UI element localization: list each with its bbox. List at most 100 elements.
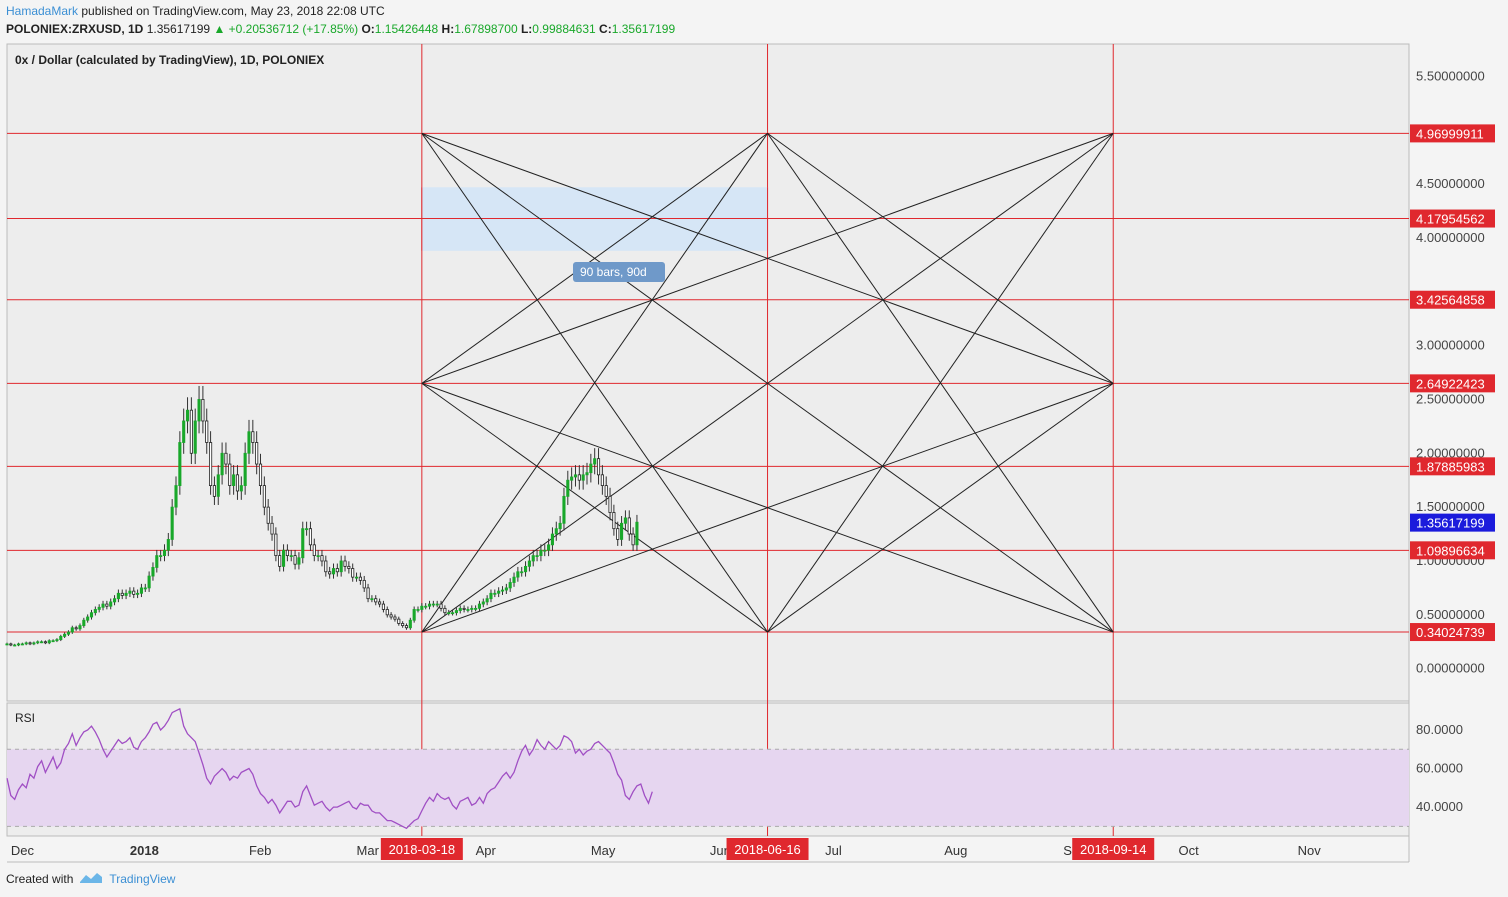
candle-body: [370, 598, 374, 601]
candle-body: [627, 517, 631, 535]
level-price-badge: [1410, 209, 1495, 228]
rsi-tick-label: 40.0000: [1416, 799, 1463, 814]
y-tick-label: 1.50000000: [1416, 499, 1485, 514]
rsi-tick-label: 60.0000: [1416, 761, 1463, 776]
x-tick-label: Nov: [1298, 843, 1322, 858]
candle-body: [420, 605, 424, 610]
candle-body: [212, 485, 216, 497]
candle-body: [523, 565, 528, 573]
open-label: O:: [361, 22, 375, 36]
x-date-badge: [380, 838, 463, 860]
candle-body: [454, 610, 458, 614]
author-link[interactable]: HamadaMark: [6, 4, 79, 18]
candle-body: [312, 544, 316, 556]
level-price-label: 1.09896634: [1416, 543, 1485, 558]
candle-body: [289, 555, 293, 557]
candle-body: [558, 522, 562, 530]
publish-info: HamadaMark published on TradingView.com,…: [6, 4, 385, 18]
candle-body: [596, 458, 601, 476]
candle-body: [608, 495, 612, 513]
level-price-label: 4.17954562: [1416, 212, 1485, 227]
candle-body: [278, 555, 282, 567]
candle-body: [416, 609, 420, 611]
gann-line: [767, 133, 1114, 633]
candle-body: [381, 603, 385, 610]
x-date-label: 2018-06-16: [734, 842, 801, 857]
rsi-band: [7, 749, 1409, 827]
candle-body: [47, 640, 51, 644]
candle-body: [32, 642, 36, 645]
candle-body: [424, 605, 428, 608]
candle-body: [274, 533, 278, 556]
candle-body: [397, 618, 401, 624]
candle-body: [593, 458, 597, 465]
symbol-label: POLONIEX:ZRXUSD, 1D: [6, 22, 144, 36]
candle-body: [497, 590, 501, 594]
x-tick-label: Oct: [1179, 843, 1200, 858]
level-price-label: 2.64922423: [1416, 376, 1485, 391]
candle-body: [197, 399, 201, 422]
level-price-badge: [1410, 374, 1495, 393]
candle-body: [404, 625, 409, 629]
candle-body: [239, 485, 243, 492]
candle-body: [600, 474, 604, 486]
x-date-label: 2018-03-18: [389, 842, 456, 857]
candle-body: [401, 623, 405, 627]
candle-body: [512, 576, 516, 583]
candle-body: [174, 485, 178, 508]
level-price-badge: [1410, 124, 1495, 143]
x-date-label: 2018-09-14: [1080, 842, 1147, 857]
candle-body: [435, 603, 439, 606]
candle-body: [301, 528, 305, 559]
x-tick-label: Dec: [11, 843, 35, 858]
candle-body: [193, 420, 197, 454]
candle-body: [339, 560, 343, 573]
candle-body: [16, 643, 21, 646]
x-tick-label: Jun: [710, 843, 731, 858]
candle-body: [112, 598, 117, 603]
candle-body: [124, 592, 128, 596]
candle-body: [604, 485, 608, 497]
y-tick-label: 2.50000000: [1416, 391, 1485, 406]
candle-body: [40, 641, 44, 644]
rsi-title: RSI: [15, 711, 35, 725]
close-value: 1.35617199: [611, 22, 676, 36]
candle-body: [351, 568, 355, 578]
low-value: 0.99884631: [532, 22, 596, 36]
candle-body: [74, 627, 78, 630]
candle-body: [235, 474, 240, 492]
x-tick-label: Jul: [825, 843, 842, 858]
candle-body: [566, 479, 570, 497]
candle-body: [189, 409, 193, 454]
tradingview-link[interactable]: TradingView: [109, 872, 176, 886]
candle-body: [266, 506, 270, 524]
candle-body: [258, 463, 263, 486]
candle-body: [232, 474, 236, 486]
candle-body: [493, 592, 497, 595]
candle-body: [151, 567, 155, 577]
candle-body: [485, 598, 489, 603]
candle-body: [147, 575, 151, 589]
close-label: C:: [599, 22, 612, 36]
published-text: published on TradingView.com, May 23, 20…: [81, 4, 385, 18]
candle-body: [535, 555, 539, 557]
y-tick-label: 0.00000000: [1416, 661, 1485, 676]
candle-body: [458, 607, 462, 611]
x-tick-label: Aug: [944, 843, 967, 858]
candle-body: [162, 549, 167, 556]
candle-body: [63, 633, 67, 637]
candle-body: [36, 641, 40, 644]
candle-body: [331, 568, 336, 575]
candle-body: [20, 643, 24, 646]
candle-body: [447, 612, 451, 615]
candle-body: [43, 641, 47, 644]
chart-canvas[interactable]: 0x / Dollar (calculated by TradingView),…: [0, 0, 1508, 866]
candle-body: [228, 463, 232, 486]
candle-body: [105, 603, 109, 607]
level-price-label: 0.34024739: [1416, 625, 1485, 640]
candle-body: [209, 442, 213, 486]
candle-body: [59, 635, 63, 641]
candle-body: [97, 606, 101, 610]
candle-body: [393, 616, 397, 620]
candle-body: [136, 592, 140, 595]
